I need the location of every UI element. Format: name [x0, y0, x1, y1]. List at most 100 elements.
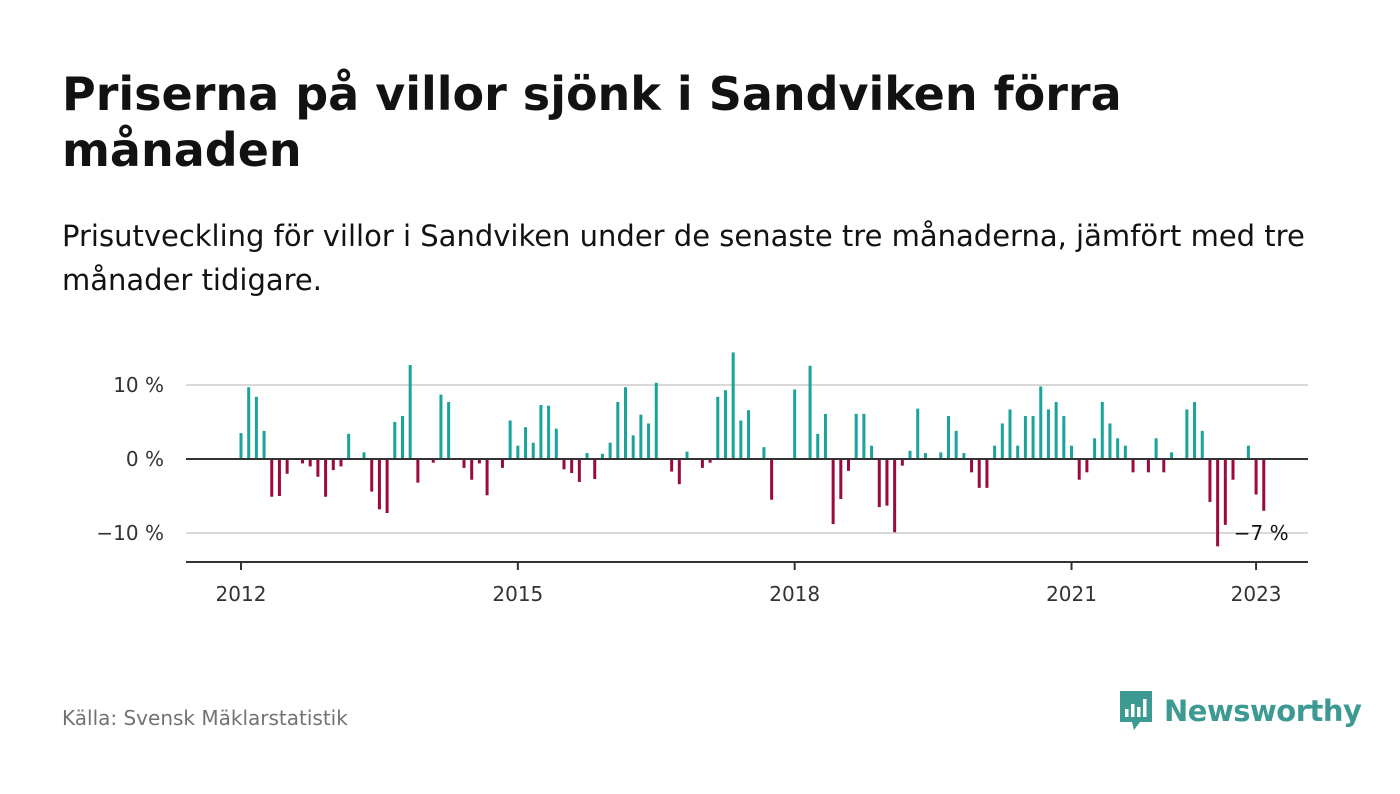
bar — [639, 414, 643, 459]
axes — [186, 458, 1308, 570]
bar — [862, 413, 866, 459]
bar — [1108, 423, 1112, 459]
x-tick-label: 2012 — [216, 582, 267, 606]
bar — [1039, 386, 1043, 459]
bar — [1016, 445, 1020, 459]
bar — [885, 459, 889, 506]
bar — [923, 453, 927, 459]
bar — [685, 451, 689, 459]
y-tick-label: 10 % — [113, 373, 164, 397]
bar — [831, 459, 835, 525]
y-tick-label: 0 % — [126, 447, 164, 471]
bar — [285, 459, 289, 474]
y-tick-label: −10 % — [96, 521, 164, 545]
bar — [770, 459, 774, 500]
bar — [1008, 409, 1012, 459]
bar — [962, 453, 966, 459]
chart-title: Priserna på villor sjönk i Sandviken för… — [62, 67, 1122, 177]
bar — [554, 428, 558, 459]
bar — [939, 452, 943, 459]
axis-labels: 10 % 0 % −10 % 2012 2015 2018 2021 2023 −7 % — [96, 373, 1288, 606]
bar — [993, 445, 997, 459]
grid-lines — [186, 384, 1308, 534]
bar — [762, 447, 766, 459]
bar — [408, 365, 412, 459]
bar — [1200, 430, 1204, 459]
bar — [654, 382, 658, 459]
bar — [954, 430, 958, 459]
bar — [270, 459, 274, 497]
x-tick-label: 2023 — [1231, 582, 1282, 606]
bar — [431, 459, 435, 463]
bar — [308, 459, 312, 467]
bar — [254, 396, 258, 459]
bar — [716, 396, 720, 459]
bar — [247, 387, 251, 459]
bar — [577, 459, 581, 482]
bar — [1216, 459, 1220, 547]
bar — [1254, 459, 1258, 495]
bar — [916, 408, 920, 459]
bar — [823, 413, 827, 459]
newsworthy-logo-icon — [1120, 691, 1152, 730]
bar — [700, 459, 704, 468]
bar — [723, 390, 727, 459]
bar — [793, 389, 797, 459]
bar — [277, 459, 281, 496]
bars — [239, 352, 1266, 547]
bar — [439, 394, 443, 459]
bar — [470, 459, 474, 480]
bar — [324, 459, 328, 497]
bar — [1131, 459, 1135, 473]
bar — [1185, 409, 1189, 459]
bar — [1031, 416, 1035, 459]
bar — [370, 459, 374, 492]
bar — [1093, 438, 1097, 459]
bar — [339, 459, 343, 467]
bar — [946, 416, 950, 459]
bar — [500, 459, 504, 468]
bar — [870, 445, 874, 459]
bar — [854, 413, 858, 459]
source-note: Källa: Svensk Mäklarstatistik — [62, 706, 348, 730]
bar — [570, 459, 574, 474]
bar — [262, 430, 266, 459]
x-tick-label: 2021 — [1046, 582, 1097, 606]
bar — [977, 459, 981, 488]
bar — [1162, 459, 1166, 473]
bar — [1154, 438, 1158, 459]
bar — [847, 459, 851, 471]
bar — [677, 459, 681, 485]
bar — [1100, 402, 1104, 459]
bar — [331, 459, 335, 471]
bar — [1231, 459, 1235, 480]
bar — [539, 404, 543, 459]
bar — [593, 459, 597, 479]
bar — [377, 459, 381, 510]
newsworthy-logo: Newsworthy — [1118, 689, 1362, 733]
bar — [347, 433, 351, 459]
bar — [1000, 423, 1004, 459]
bar — [477, 459, 481, 464]
bar — [1054, 402, 1058, 459]
bar — [385, 459, 389, 514]
newsworthy-logo-text: Newsworthy — [1164, 694, 1362, 728]
bar — [1116, 438, 1120, 459]
bar — [816, 433, 820, 459]
bar — [985, 459, 989, 488]
bar — [647, 423, 651, 459]
bar — [1193, 402, 1197, 459]
bar — [562, 459, 566, 470]
bar — [1070, 445, 1074, 459]
bar — [1169, 452, 1173, 459]
bar — [416, 459, 420, 483]
bar — [1085, 459, 1089, 473]
bar — [600, 453, 604, 459]
bar — [739, 420, 743, 459]
latest-value-annotation: −7 % — [1234, 521, 1289, 545]
bar — [708, 459, 712, 463]
bar — [239, 433, 243, 459]
bar — [1146, 459, 1150, 473]
bar — [1223, 459, 1227, 525]
